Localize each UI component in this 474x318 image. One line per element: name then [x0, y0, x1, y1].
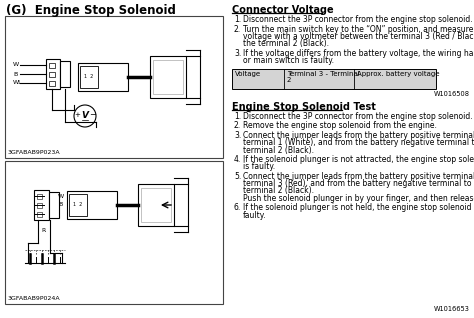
- Text: 3GFABAB9P024A: 3GFABAB9P024A: [8, 296, 61, 301]
- Bar: [138, 184, 174, 226]
- Text: 1.: 1.: [234, 112, 241, 121]
- Bar: [5, 16, 223, 158]
- Text: terminal 3 (Red), and from the battery negative terminal to the: terminal 3 (Red), and from the battery n…: [243, 179, 474, 188]
- Text: 4.: 4.: [234, 155, 241, 164]
- Text: (G)  Engine Stop Solenoid: (G) Engine Stop Solenoid: [6, 4, 176, 17]
- Text: 2: 2: [287, 77, 292, 83]
- Text: terminal 2 (Black).: terminal 2 (Black).: [243, 146, 314, 155]
- Bar: [46, 59, 60, 89]
- Text: 3.: 3.: [234, 131, 241, 140]
- Text: Approx. battery voltage: Approx. battery voltage: [357, 71, 439, 77]
- Text: W: W: [13, 63, 19, 67]
- Bar: [78, 63, 128, 91]
- Text: B: B: [58, 203, 62, 208]
- Text: Turn the main switch key to the “ON” position, and measure the: Turn the main switch key to the “ON” pos…: [243, 25, 474, 34]
- Bar: [232, 69, 436, 89]
- Text: R: R: [42, 227, 46, 232]
- Bar: [69, 194, 87, 216]
- Bar: [49, 63, 55, 67]
- Bar: [37, 211, 42, 217]
- Text: Engine Stop Solenoid Test: Engine Stop Solenoid Test: [232, 102, 376, 112]
- Text: Terminal 3 - Terminal: Terminal 3 - Terminal: [287, 71, 360, 77]
- Bar: [49, 72, 55, 77]
- Text: 3GFABAB9P023A: 3GFABAB9P023A: [8, 150, 61, 155]
- Text: W1016508: W1016508: [434, 91, 470, 97]
- Text: If the voltage differs from the battery voltage, the wiring harness: If the voltage differs from the battery …: [243, 49, 474, 58]
- Bar: [49, 80, 55, 86]
- Bar: [37, 203, 42, 208]
- Text: terminal 2 (Black).: terminal 2 (Black).: [243, 186, 314, 196]
- Text: 2.: 2.: [234, 121, 241, 130]
- Text: 3.: 3.: [234, 49, 241, 58]
- Text: 5.: 5.: [234, 172, 241, 181]
- Text: Voltage: Voltage: [235, 71, 261, 77]
- Text: Push the solenoid plunger in by your finger, and then release it.: Push the solenoid plunger in by your fin…: [243, 194, 474, 203]
- Text: or main switch is faulty.: or main switch is faulty.: [243, 56, 334, 65]
- Text: −: −: [90, 110, 97, 120]
- Text: Connect the jumper leads from the battery positive terminal to the: Connect the jumper leads from the batter…: [243, 172, 474, 181]
- Text: WL: WL: [13, 80, 23, 86]
- Text: voltage with a voltmeter between the terminal 3 (Red / Black) and: voltage with a voltmeter between the ter…: [243, 32, 474, 41]
- Bar: [49, 192, 59, 218]
- Text: +: +: [74, 112, 80, 118]
- Text: 6.: 6.: [234, 204, 241, 212]
- Bar: [67, 191, 117, 219]
- Text: Connect the jumper leads from the battery positive terminal to the: Connect the jumper leads from the batter…: [243, 131, 474, 140]
- Text: Remove the engine stop solenoid from the engine.: Remove the engine stop solenoid from the…: [243, 121, 437, 130]
- Bar: [153, 60, 183, 94]
- Bar: [150, 56, 186, 98]
- Text: Disconnect the 3P connector from the engine stop solenoid.: Disconnect the 3P connector from the eng…: [243, 15, 473, 24]
- Text: faulty.: faulty.: [243, 211, 266, 220]
- Text: 1.: 1.: [234, 15, 241, 24]
- Text: is faulty.: is faulty.: [243, 162, 275, 171]
- Text: V: V: [82, 110, 89, 120]
- Text: Connector Voltage: Connector Voltage: [232, 5, 334, 15]
- Text: W1016653: W1016653: [434, 306, 470, 312]
- Bar: [141, 188, 171, 222]
- Text: B: B: [13, 72, 17, 77]
- Bar: [60, 61, 70, 87]
- Bar: [34, 190, 49, 220]
- Text: W: W: [58, 193, 64, 198]
- Text: terminal 1 (White), and from the battery negative terminal to the: terminal 1 (White), and from the battery…: [243, 138, 474, 147]
- Bar: [5, 161, 223, 304]
- Text: 1  2: 1 2: [84, 74, 94, 80]
- Text: 2.: 2.: [234, 25, 241, 34]
- Text: If the solenoid plunger is not attracted, the engine stop solenoid: If the solenoid plunger is not attracted…: [243, 155, 474, 164]
- Bar: [37, 193, 42, 198]
- Bar: [80, 66, 98, 88]
- Text: 1  2: 1 2: [73, 203, 82, 208]
- Text: If the solenoid plunger is not held, the engine stop solenoid is: If the solenoid plunger is not held, the…: [243, 204, 474, 212]
- Text: the terminal 2 (Black).: the terminal 2 (Black).: [243, 39, 329, 48]
- Circle shape: [74, 105, 96, 127]
- Text: Disconnect the 3P connector from the engine stop solenoid.: Disconnect the 3P connector from the eng…: [243, 112, 473, 121]
